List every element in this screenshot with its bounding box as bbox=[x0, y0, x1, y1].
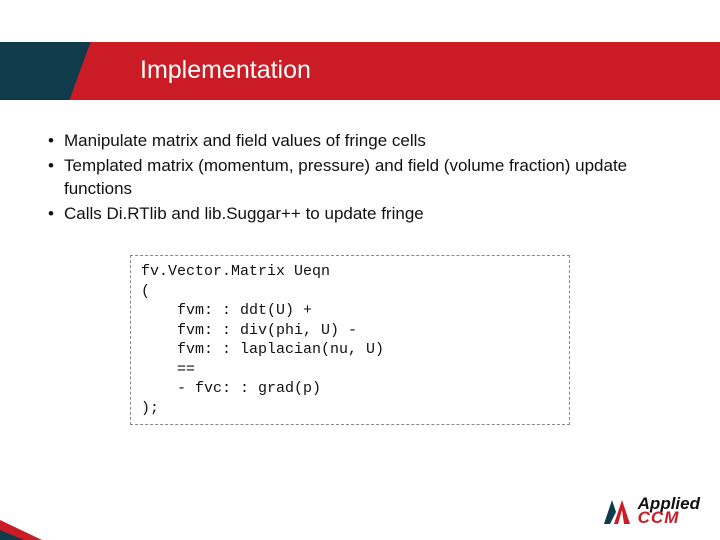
code-line: fvm: : div(phi, U) - bbox=[141, 322, 357, 339]
bullet-text: Templated matrix (momentum, pressure) an… bbox=[64, 155, 680, 201]
bullet-mark-icon: • bbox=[48, 130, 64, 153]
bullet-item: • Calls Di.RTlib and lib.Suggar++ to upd… bbox=[48, 203, 680, 226]
brand-logo: Applied CCM bbox=[600, 494, 700, 528]
header-red-block: Implementation bbox=[60, 42, 720, 100]
bullet-mark-icon: • bbox=[48, 203, 64, 226]
slide: Implementation • Manipulate matrix and f… bbox=[0, 0, 720, 540]
logo-shape-1 bbox=[604, 500, 616, 524]
slide-title: Implementation bbox=[140, 56, 311, 85]
logo-mark-icon bbox=[600, 494, 634, 528]
code-line: ); bbox=[141, 400, 159, 417]
bullet-item: • Manipulate matrix and field values of … bbox=[48, 130, 680, 153]
bullet-mark-icon: • bbox=[48, 155, 64, 201]
bullet-text: Manipulate matrix and field values of fr… bbox=[64, 130, 680, 153]
logo-shape-2 bbox=[614, 500, 630, 524]
code-line: - fvc: : grad(p) bbox=[141, 380, 321, 397]
logo-text-bottom: CCM bbox=[638, 511, 700, 525]
code-line: ( bbox=[141, 283, 150, 300]
bullet-text: Calls Di.RTlib and lib.Suggar++ to updat… bbox=[64, 203, 680, 226]
code-line: fvm: : ddt(U) + bbox=[141, 302, 312, 319]
slide-header: Implementation bbox=[0, 42, 720, 100]
logo-text-block: Applied CCM bbox=[638, 497, 700, 526]
bullet-item: • Templated matrix (momentum, pressure) … bbox=[48, 155, 680, 201]
code-block: fv.Vector.Matrix Ueqn ( fvm: : ddt(U) + … bbox=[130, 255, 570, 425]
code-line: fv.Vector.Matrix Ueqn bbox=[141, 263, 330, 280]
content-area: • Manipulate matrix and field values of … bbox=[48, 130, 680, 228]
code-line: == bbox=[141, 361, 195, 378]
code-line: fvm: : laplacian(nu, U) bbox=[141, 341, 384, 358]
